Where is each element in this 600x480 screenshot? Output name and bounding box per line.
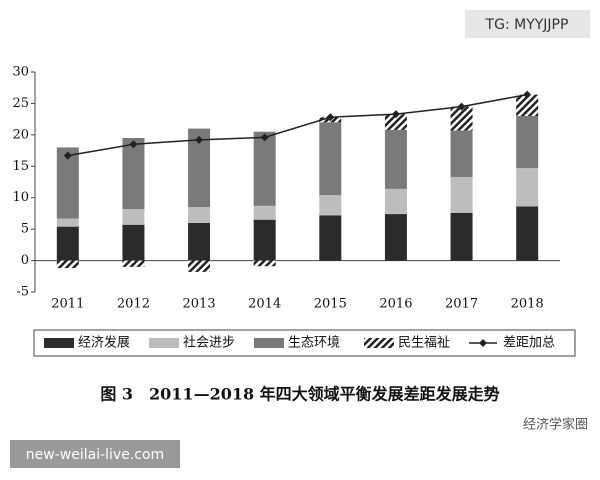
bar-segment (384, 114, 407, 130)
bar-segment (384, 214, 407, 261)
line (67, 93, 528, 157)
legend-swatch (254, 338, 284, 348)
y-tick-label: 15 (12, 159, 29, 174)
marker (391, 110, 400, 119)
legend-label: 经济发展 (78, 335, 130, 351)
marker (195, 135, 204, 144)
y-tick-label: -5 (16, 285, 29, 300)
bar-segment (516, 206, 539, 261)
x-tick-label: 2012 (117, 297, 150, 312)
x-tick-label: 2017 (445, 297, 478, 312)
bar-segment (122, 224, 145, 261)
y-tick-label: 20 (12, 127, 29, 142)
bar-segment (384, 129, 407, 189)
y-tick-label: 30 (12, 65, 29, 80)
legend-label: 社会进步 (183, 335, 235, 351)
bar-segment (253, 205, 276, 220)
bar-segment (450, 176, 473, 213)
y-tick-label: 5 (21, 222, 29, 237)
bar-segment (253, 131, 276, 206)
watermark: TG: MYYJJPP (485, 17, 569, 33)
x-tick-label: 2018 (511, 297, 544, 312)
bar-segment (188, 128, 211, 208)
bar-segment (56, 260, 79, 269)
marker (523, 90, 532, 99)
bar-segment (122, 138, 145, 210)
legend-swatch (149, 338, 179, 348)
marker (260, 133, 269, 142)
watermark-box (465, 10, 590, 38)
y-tick-label: 25 (12, 96, 29, 111)
bar-segment (450, 212, 473, 261)
watermark: new-weilai-live.com (26, 447, 164, 463)
legend-label: 生态环境 (288, 336, 340, 351)
marker (129, 140, 138, 149)
bar-segment (450, 106, 473, 131)
legend-marker (479, 339, 487, 347)
bar-segment (56, 218, 79, 227)
y-tick-label: 0 (21, 253, 29, 268)
x-tick-label: 2011 (51, 297, 84, 312)
y-tick-label: 10 (12, 190, 29, 205)
bar-segment (516, 116, 539, 169)
bar-segment (56, 147, 79, 219)
marker (63, 151, 72, 160)
bar-segment (122, 209, 145, 225)
x-tick-label: 2015 (314, 297, 347, 312)
x-tick-label: 2013 (183, 297, 216, 312)
legend-swatch (364, 338, 394, 348)
x-tick-label: 2014 (248, 297, 281, 312)
caption: 图 3 2011—2018 年四大领域平衡发展差距发展走势 (100, 385, 499, 404)
bar-segment (253, 260, 276, 267)
bar-segment (122, 260, 145, 267)
bar-segment (56, 226, 79, 261)
marker (457, 102, 466, 111)
legend-label: 差距加总 (503, 336, 555, 351)
bar-segment (384, 188, 407, 215)
bar-segment (516, 94, 539, 116)
bar-segment (450, 130, 473, 177)
bar-segment (516, 168, 539, 207)
bar-segment (188, 222, 211, 261)
legend-swatch (44, 338, 74, 348)
bar-segment (188, 260, 211, 272)
legend-label: 民生福祉 (398, 336, 450, 351)
bar-segment (319, 195, 342, 216)
bar-segment (188, 207, 211, 223)
bar-segment (319, 122, 342, 196)
watermark: 经济学家圈 (523, 417, 588, 433)
x-tick-label: 2016 (379, 297, 412, 312)
legend-box (33, 329, 576, 357)
bar-segment (319, 215, 342, 261)
watermark-box (10, 440, 180, 468)
marker (326, 113, 335, 122)
bar-segment (253, 219, 276, 261)
